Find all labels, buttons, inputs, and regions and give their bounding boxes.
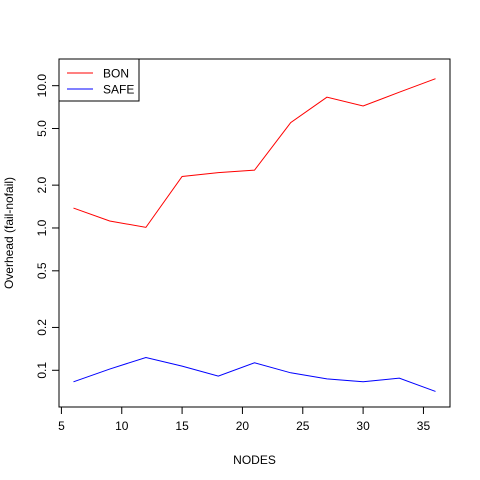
x-tick-label: 35	[417, 419, 431, 433]
y-tick-label: 0.5	[35, 262, 49, 279]
x-tick-label: 15	[175, 419, 189, 433]
x-axis: 5 10 15 20 25 30 35	[58, 406, 431, 433]
legend-label-bon: BON	[103, 67, 129, 81]
y-tick-label: 2.0	[35, 176, 49, 193]
x-tick-label: 10	[115, 419, 129, 433]
y-tick-label: 0.1	[35, 362, 49, 379]
y-tick-label: 1.0	[35, 219, 49, 236]
x-tick-label: 30	[356, 419, 370, 433]
legend: BON SAFE	[58, 58, 140, 102]
series-line-bon	[73, 78, 436, 228]
x-tick-label: 5	[58, 419, 65, 433]
series-layer	[73, 78, 436, 392]
y-tick-label: 10.0	[35, 74, 49, 98]
legend-label-safe: SAFE	[103, 83, 134, 97]
legend-box	[58, 58, 140, 102]
x-axis-label: NODES	[233, 453, 276, 467]
y-tick-label: 5.0	[35, 120, 49, 137]
x-tick-label: 20	[236, 419, 250, 433]
y-tick-label: 0.2	[35, 319, 49, 336]
y-axis-label: Overhead (fail-nofail)	[2, 177, 16, 289]
series-line-safe	[73, 356, 436, 392]
y-axis: 0.1 0.2 0.5 1.0 2.0 5.0 10.0	[35, 74, 60, 379]
x-tick-label: 25	[296, 419, 310, 433]
